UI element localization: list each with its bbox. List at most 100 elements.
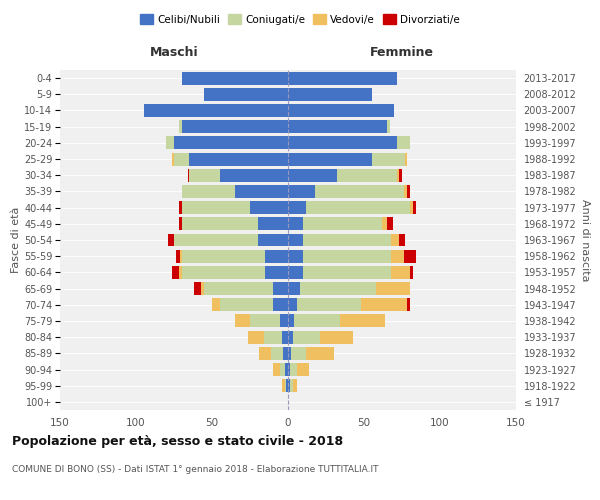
Bar: [405, 152, 407, 166]
Bar: [212, 298, 220, 311]
Bar: [397, 169, 399, 181]
Bar: [376, 282, 410, 295]
Bar: [282, 379, 285, 392]
Bar: [382, 218, 387, 230]
Bar: [288, 88, 371, 101]
Bar: [288, 218, 303, 230]
Bar: [288, 266, 303, 279]
Bar: [273, 363, 280, 376]
Bar: [288, 185, 316, 198]
Bar: [182, 250, 265, 262]
Bar: [303, 218, 382, 230]
Bar: [288, 234, 303, 246]
Legend: Celibi/Nubili, Coniugati/e, Vedovi/e, Divorziati/e: Celibi/Nubili, Coniugati/e, Vedovi/e, Di…: [136, 10, 464, 29]
Bar: [407, 298, 410, 311]
Bar: [404, 250, 416, 262]
Bar: [410, 201, 413, 214]
Bar: [288, 347, 291, 360]
Bar: [303, 250, 391, 262]
Bar: [172, 266, 179, 279]
Bar: [273, 298, 288, 311]
Bar: [282, 330, 288, 344]
Bar: [273, 282, 288, 295]
Bar: [288, 104, 394, 117]
Bar: [361, 298, 407, 311]
Bar: [168, 234, 174, 246]
Bar: [285, 379, 286, 392]
Bar: [407, 185, 410, 198]
Bar: [179, 201, 182, 214]
Bar: [280, 314, 288, 328]
Bar: [265, 266, 288, 279]
Bar: [288, 330, 293, 344]
Y-axis label: Anni di nascita: Anni di nascita: [580, 198, 590, 281]
Bar: [291, 347, 306, 360]
Bar: [288, 379, 290, 392]
Bar: [179, 218, 182, 230]
Bar: [166, 136, 174, 149]
Bar: [263, 330, 282, 344]
Bar: [300, 282, 376, 295]
Text: Popolazione per età, sesso e stato civile - 2018: Popolazione per età, sesso e stato civil…: [12, 435, 343, 448]
Text: COMUNE DI BONO (SS) - Dati ISTAT 1° gennaio 2018 - Elaborazione TUTTITALIA.IT: COMUNE DI BONO (SS) - Dati ISTAT 1° genn…: [12, 465, 379, 474]
Bar: [189, 152, 288, 166]
Bar: [174, 234, 257, 246]
Bar: [288, 201, 306, 214]
Bar: [337, 169, 397, 181]
Bar: [283, 347, 288, 360]
Bar: [391, 234, 399, 246]
Bar: [290, 363, 297, 376]
Bar: [410, 266, 413, 279]
Bar: [391, 250, 404, 262]
Bar: [306, 347, 334, 360]
Bar: [271, 347, 283, 360]
Bar: [182, 266, 265, 279]
Bar: [413, 201, 416, 214]
Bar: [316, 185, 404, 198]
Bar: [250, 314, 280, 328]
Bar: [182, 201, 250, 214]
Bar: [293, 330, 320, 344]
Bar: [202, 282, 205, 295]
Bar: [180, 250, 182, 262]
Bar: [189, 169, 220, 181]
Bar: [285, 363, 288, 376]
Bar: [303, 266, 391, 279]
Bar: [288, 298, 297, 311]
Bar: [387, 218, 393, 230]
Text: Maschi: Maschi: [149, 46, 199, 59]
Bar: [320, 330, 353, 344]
Bar: [293, 379, 297, 392]
Bar: [288, 250, 303, 262]
Bar: [257, 218, 288, 230]
Bar: [371, 152, 405, 166]
Bar: [297, 298, 361, 311]
Bar: [250, 201, 288, 214]
Bar: [306, 201, 410, 214]
Bar: [288, 169, 337, 181]
Bar: [182, 72, 288, 85]
Bar: [288, 314, 294, 328]
Bar: [294, 314, 340, 328]
Bar: [182, 120, 288, 133]
Bar: [397, 136, 410, 149]
Bar: [174, 152, 189, 166]
Bar: [399, 169, 402, 181]
Bar: [182, 185, 235, 198]
Bar: [303, 234, 391, 246]
Bar: [288, 152, 371, 166]
Bar: [288, 72, 397, 85]
Text: Femmine: Femmine: [370, 46, 434, 59]
Bar: [174, 136, 288, 149]
Bar: [179, 266, 182, 279]
Bar: [205, 88, 288, 101]
Bar: [143, 104, 288, 117]
Bar: [399, 234, 405, 246]
Bar: [194, 282, 202, 295]
Bar: [290, 379, 293, 392]
Bar: [340, 314, 385, 328]
Bar: [248, 330, 263, 344]
Bar: [391, 266, 410, 279]
Bar: [265, 250, 288, 262]
Bar: [220, 169, 288, 181]
